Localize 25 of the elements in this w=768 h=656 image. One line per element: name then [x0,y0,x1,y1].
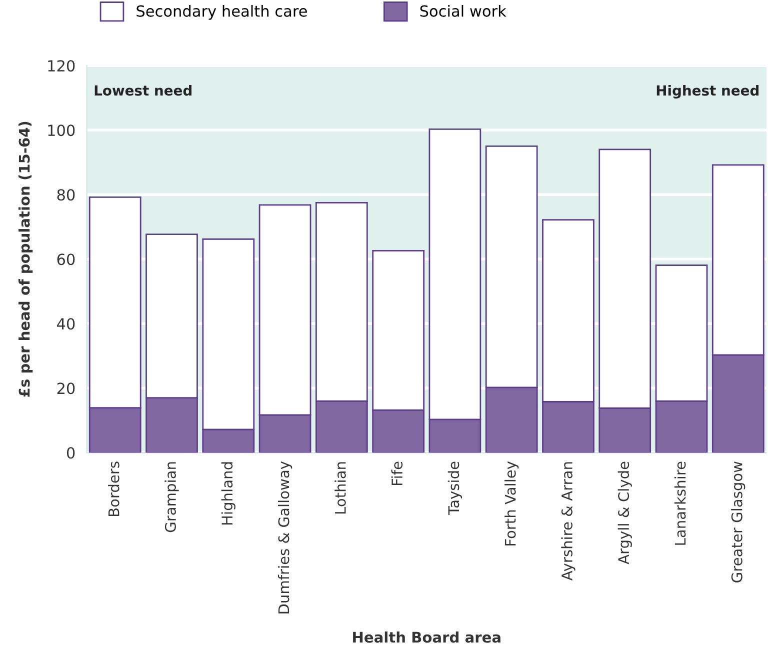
y-tick-label: 120 [48,60,75,72]
legend-label: Social work [420,5,506,17]
legend-label: Secondary health care [136,5,307,20]
x-tick-label: Forth Valley [504,461,519,546]
x-tick-label: Greater Glasgow [731,462,746,582]
y-axis-title: £s per head of population (15-64) [18,122,33,397]
y-tick-label: 100 [48,124,75,136]
x-tick-label: Fife [391,462,403,486]
x-tick-label: Lothian [334,462,346,514]
annotation: Highest need [656,84,759,98]
x-tick-label: Highland [221,462,236,525]
x-axis-title: Health Board area [353,631,500,643]
y-tick-label: 0 [66,447,75,459]
x-tick-label: Borders [108,462,120,516]
y-tick-label: 40 [56,318,75,330]
y-tick-label: 60 [57,254,75,266]
x-tick-label: Ayrshire & Arran [561,462,576,581]
x-tick-label: Tayside [448,462,462,515]
x-tick-label: Argyll & Clyde [618,462,632,564]
x-tick-label: Dumfries & Galloway [278,461,292,614]
x-tick-label: Lanarkshire [674,462,686,545]
y-tick-label: 20 [57,382,75,394]
y-tick-label: 80 [57,189,75,201]
x-tick-label: Grampian [164,462,179,532]
annotation: Lowest need [94,84,192,96]
